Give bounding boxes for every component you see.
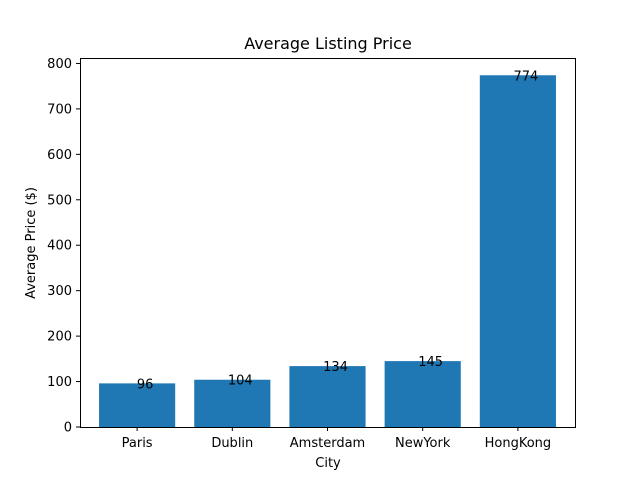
data-label-hongkong: 774 [513,69,538,84]
x-axis-ticks: Paris Dublin Amsterdam NewYork HongKong [122,427,552,451]
bar-dublin [194,379,271,427]
plot-frame [80,58,576,428]
x-tick-label: Dublin [211,436,253,451]
x-tick-label: HongKong [485,436,552,451]
y-tick-label: 500 [47,193,72,208]
x-tick-label: NewYork [395,436,451,451]
data-label-paris: 96 [137,377,154,392]
x-axis-label: City [315,456,341,471]
x-tick-label: Amsterdam [290,436,365,451]
data-label-dublin: 104 [228,374,253,389]
y-tick-label: 800 [47,57,72,72]
y-tick-label: 700 [47,102,72,117]
data-label-amsterdam: 134 [323,360,348,375]
bar-newyork [384,361,461,427]
y-axis-label: Average Price ($) [24,187,39,299]
y-axis-ticks: 0 100 200 300 400 500 600 700 800 [47,57,80,436]
bar-amsterdam [289,366,366,427]
y-tick-label: 600 [47,148,72,163]
data-label-newyork: 145 [418,355,443,370]
y-tick-label: 0 [64,421,72,436]
y-tick-label: 300 [47,284,72,299]
bars-group [99,75,556,428]
data-labels-group: 96 104 134 145 774 [137,69,538,392]
x-tick-label: Paris [122,436,153,451]
bar-hongkong [479,75,556,428]
y-tick-label: 100 [47,375,72,390]
y-tick-label: 400 [47,239,72,254]
bar-paris [99,383,176,427]
chart-title: Average Listing Price [244,34,412,53]
y-tick-label: 200 [47,330,72,345]
